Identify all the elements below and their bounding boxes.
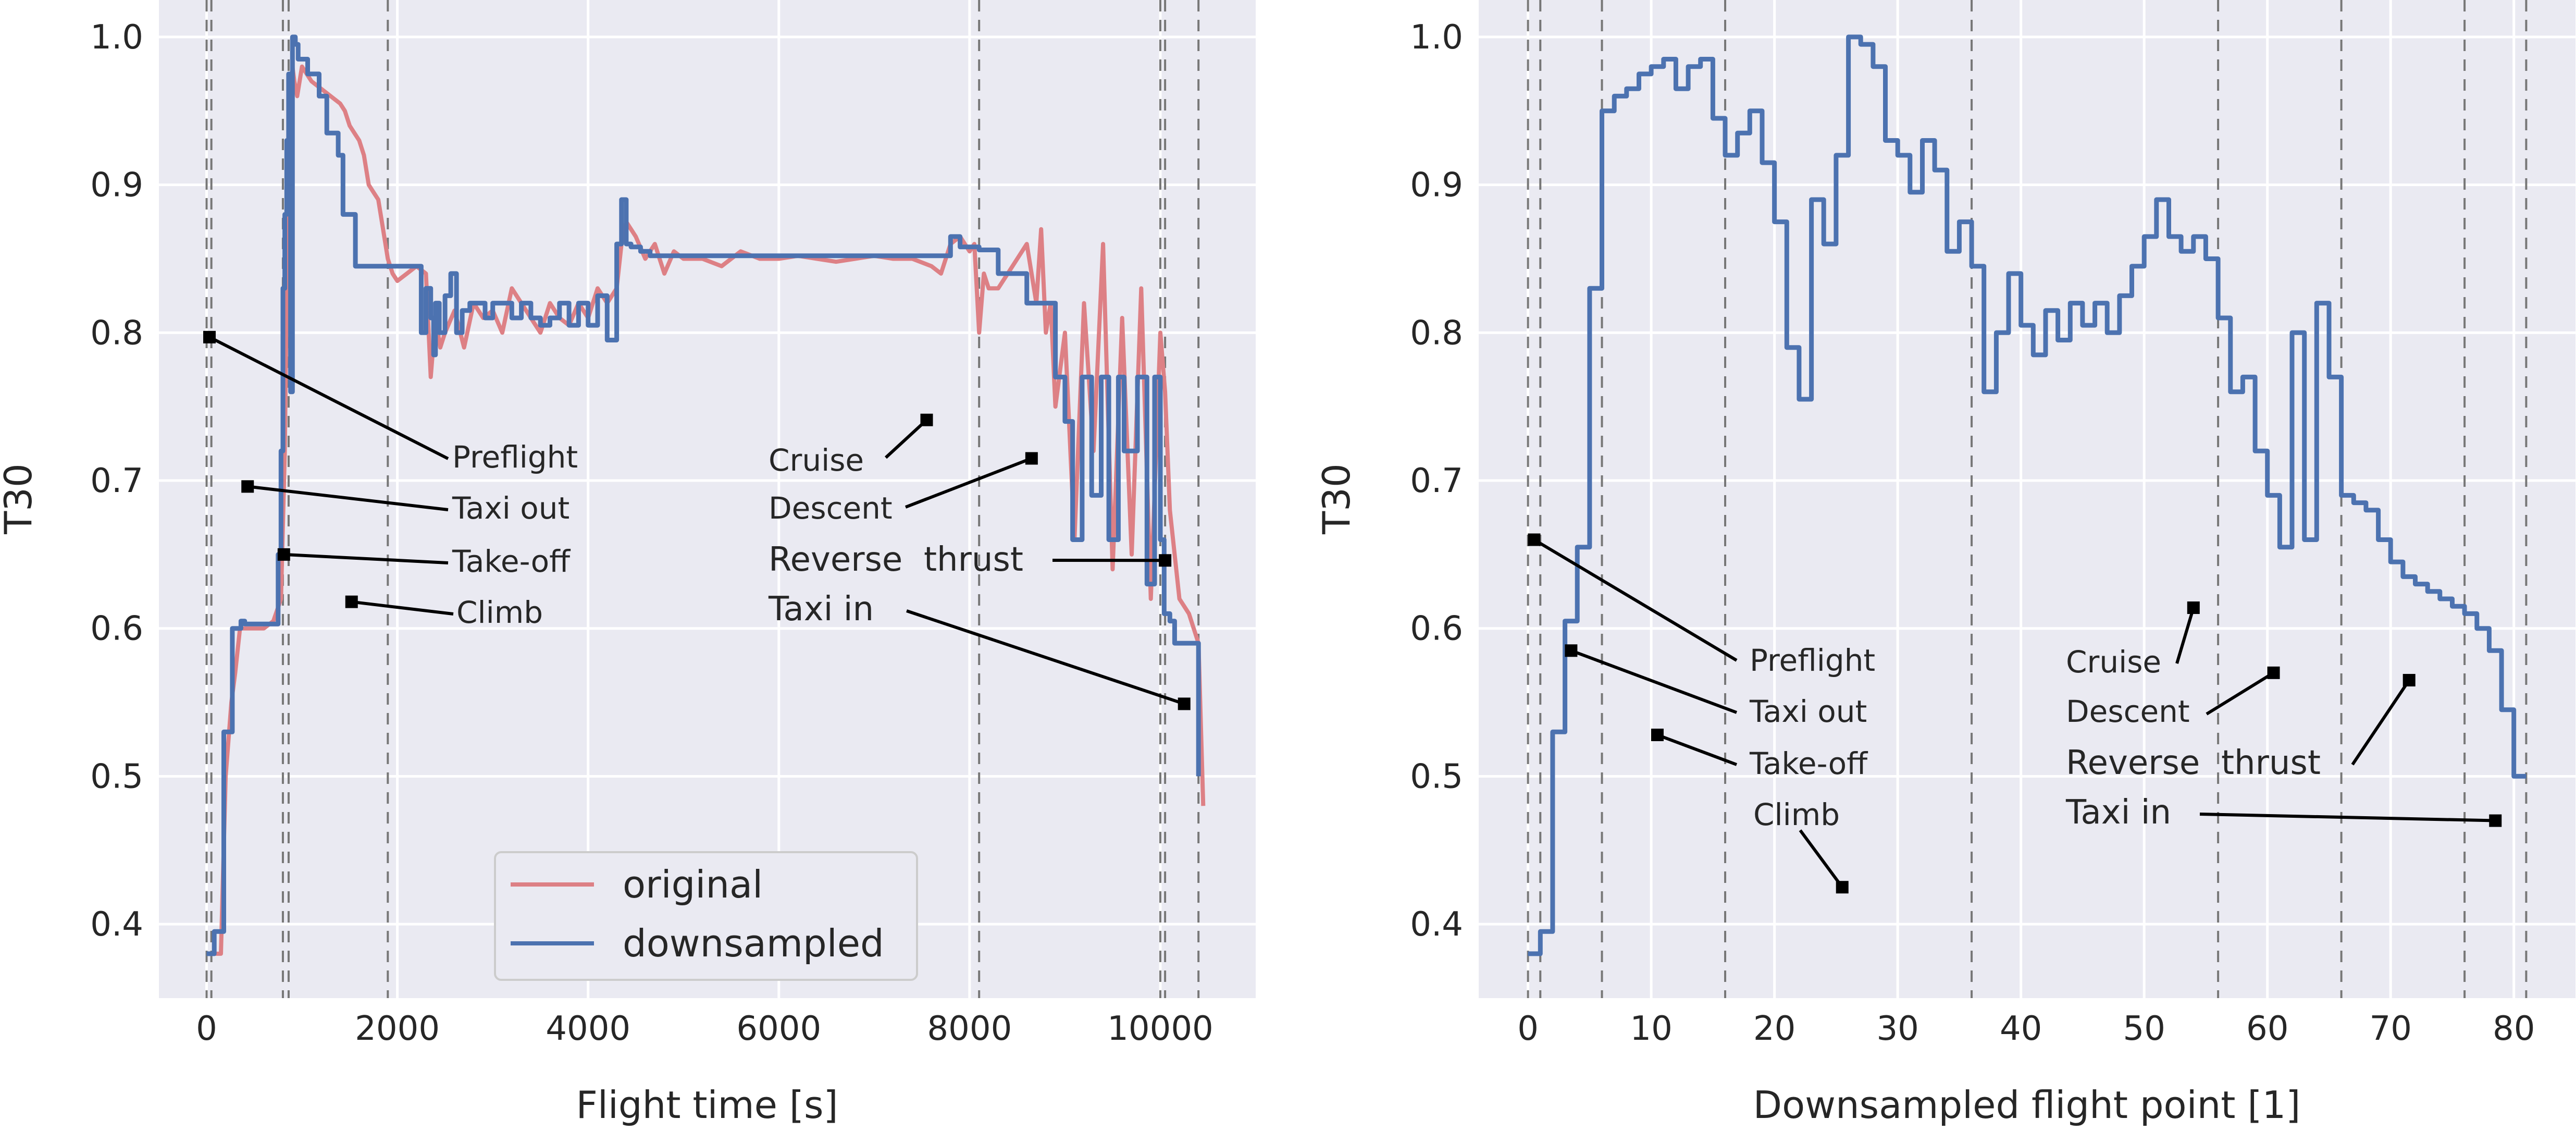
annotation-leader-line: [208, 336, 449, 460]
annotation-descent: Descent: [2066, 694, 2190, 729]
annotation-marker: [2187, 601, 2200, 614]
x-tick-label: 0: [196, 1010, 217, 1048]
x-tick-label: 80: [2493, 1010, 2535, 1048]
annotations-left: Preflight Taxi out Take-off Climb Cruise…: [203, 330, 1191, 710]
x-tick-label: 0: [1517, 1010, 1539, 1048]
x-axis-label-right: Downsampled flight point [1]: [1753, 1083, 2301, 1127]
legend: original downsampled: [494, 851, 918, 981]
annotation-marker: [1651, 729, 1664, 742]
annotation-marker: [241, 480, 254, 493]
annotation-climb: Climb: [1753, 797, 1840, 832]
x-axis-label-left: Flight time [s]: [576, 1083, 838, 1127]
annotation-marker: [2402, 674, 2416, 687]
annotation-leader-line: [2199, 813, 2496, 822]
x-tick-label: 6000: [736, 1010, 821, 1048]
annotation-leader-line: [247, 485, 449, 511]
annotation-reverse-thrust: Reverse thrust: [769, 540, 1023, 579]
x-tick-label: 50: [2123, 1010, 2165, 1048]
x-tick-label: 4000: [546, 1010, 630, 1048]
plot-area-left: [159, 0, 1256, 998]
x-tick-label: 10000: [1107, 1010, 1213, 1048]
legend-label-original: original: [623, 863, 763, 906]
x-tick-label: 2000: [355, 1010, 440, 1048]
annotation-reverse-thrust: Reverse thrust: [2066, 744, 2321, 782]
annotation-marker: [920, 413, 933, 426]
annotations-right: Preflight Taxi out Take-off Climb Cruise…: [1528, 533, 2502, 894]
annotation-take-off: Take-off: [452, 544, 571, 579]
annotation-leader-line: [2175, 607, 2195, 664]
x-tick-label: 70: [2370, 1010, 2412, 1048]
annotation-taxi-out: Taxi out: [452, 490, 569, 526]
series-line-downsampled: [1528, 34, 2527, 956]
series-line-downsampled: [206, 34, 1201, 956]
series-line-original: [206, 64, 1206, 956]
series-right: [1528, 34, 2527, 956]
y-tick-label: 0.8: [90, 314, 143, 352]
y-tick-label: 1.0: [1410, 18, 1463, 57]
chart-left: Preflight Taxi out Take-off Climb Cruise…: [0, 0, 1256, 1127]
y-tick-label: 0.6: [90, 610, 143, 648]
x-tick-label: 10: [1630, 1010, 1672, 1048]
annotation-climb: Climb: [456, 595, 543, 630]
annotation-leader-line: [1570, 649, 1738, 714]
y-axis-label-right: T30: [1315, 463, 1358, 535]
legend-label-downsampled: downsampled: [623, 921, 884, 965]
x-tick-label: 60: [2246, 1010, 2288, 1048]
annotation-marker: [1836, 881, 1849, 894]
grid-right: [1479, 0, 2575, 998]
annotation-marker: [1178, 697, 1191, 710]
y-tick-label: 0.6: [1410, 610, 1463, 648]
x-tick-label: 30: [1876, 1010, 1918, 1048]
annotation-marker: [345, 595, 358, 608]
y-tick-label: 0.8: [1410, 314, 1463, 352]
annotation-marker: [277, 548, 290, 561]
y-tick-label: 0.5: [1410, 757, 1463, 796]
annotation-leader-line: [283, 552, 449, 564]
ticks-left: 0.4 0.5 0.6 0.7 0.8 0.9 1.0 0 2000 4000 6000 8000 10…: [90, 18, 1213, 1048]
x-tick-label: 8000: [927, 1010, 1012, 1048]
annotation-leader-line: [1533, 538, 1738, 662]
annotation-marker: [1025, 452, 1038, 465]
annotation-marker: [2489, 814, 2502, 827]
annotation-leader-line: [905, 457, 1032, 509]
ticks-right: 0.4 0.5 0.6 0.7 0.8 0.9 1.0 0 10 20 30 40 50 60 70 80: [1410, 18, 2535, 1048]
y-tick-label: 0.9: [90, 166, 143, 205]
annotation-preflight: Preflight: [1750, 643, 1875, 678]
annotation-taxi-in: Taxi in: [2065, 793, 2171, 832]
annotation-descent: Descent: [769, 490, 893, 526]
annotation-leader-line: [1799, 829, 1844, 889]
annotation-cruise: Cruise: [2066, 644, 2161, 680]
x-tick-label: 20: [1753, 1010, 1795, 1048]
annotation-marker: [1528, 533, 1541, 546]
series-left: [206, 34, 1206, 956]
annotation-marker: [2267, 666, 2280, 679]
annotation-preflight: Preflight: [452, 439, 578, 475]
annotation-taxi-in: Taxi in: [768, 590, 874, 629]
y-tick-label: 0.4: [1410, 905, 1463, 944]
y-tick-label: 0.4: [90, 905, 143, 944]
annotation-cruise: Cruise: [769, 442, 864, 478]
legend-box: [494, 851, 918, 981]
annotation-leader-line: [351, 600, 454, 616]
y-axis-label-left: T30: [0, 463, 40, 535]
annotation-marker: [203, 330, 216, 343]
annotation-leader-line: [906, 609, 1185, 706]
y-tick-label: 0.7: [90, 462, 143, 500]
annotation-leader-line: [2351, 679, 2411, 766]
annotation-leader-line: [884, 419, 928, 459]
y-tick-label: 1.0: [90, 18, 143, 57]
annotation-take-off: Take-off: [1749, 746, 1868, 781]
annotation-leader-line: [2206, 671, 2275, 716]
plot-area-right: [1479, 0, 2575, 998]
annotation-leader-line: [1656, 733, 1738, 766]
y-tick-label: 0.9: [1410, 166, 1463, 205]
chart-right: Preflight Taxi out Take-off Climb Cruise…: [1315, 0, 2575, 1127]
x-tick-label: 40: [2000, 1010, 2042, 1048]
y-tick-label: 0.5: [90, 757, 143, 796]
annotation-taxi-out: Taxi out: [1749, 694, 1867, 729]
annotation-marker: [1159, 554, 1172, 567]
y-tick-label: 0.7: [1410, 462, 1463, 500]
annotation-marker: [1565, 644, 1578, 657]
